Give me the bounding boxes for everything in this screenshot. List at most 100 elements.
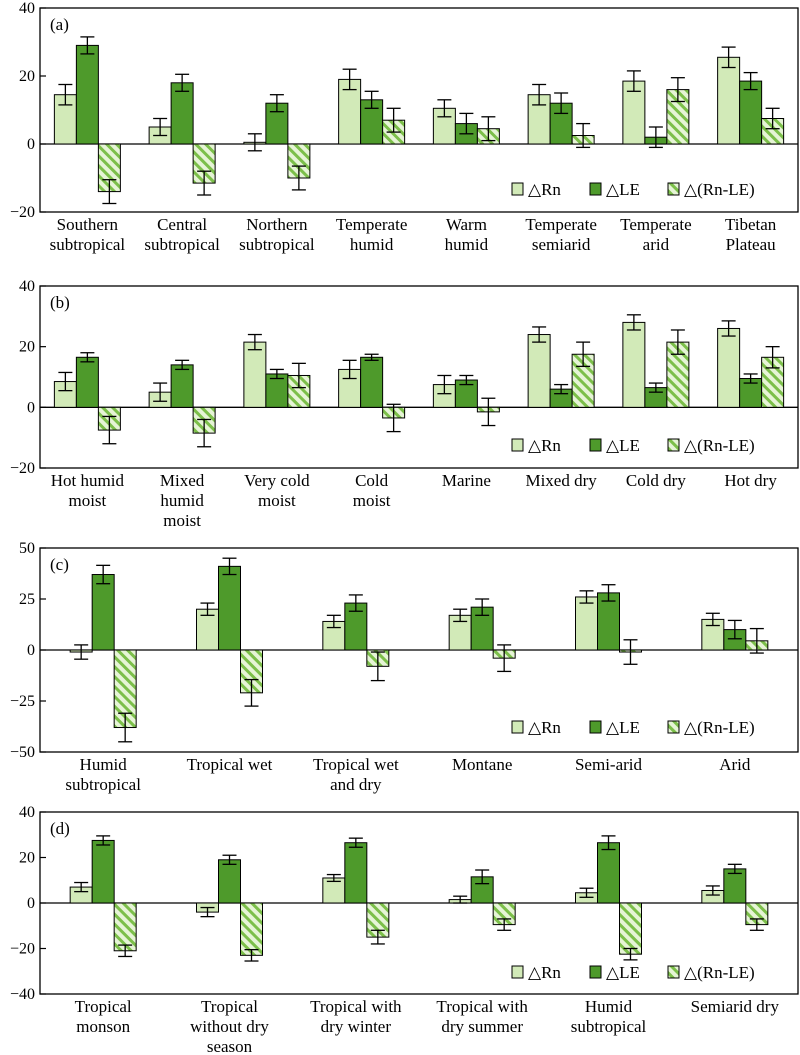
category-label-line: Tropical with: [310, 997, 402, 1016]
bar: [75, 44, 99, 145]
chart-panel: −50 −25 0 25 50 (c) Humid subtropical Tropical w…: [10, 540, 799, 794]
panel-label: (b): [50, 293, 70, 312]
legend-swatch: [667, 720, 680, 734]
category-label-line: Semi-arid: [575, 755, 643, 774]
category-label: Tropical monson: [75, 997, 132, 1036]
category-label: Arid: [719, 755, 751, 774]
category-label-line: Cold dry: [626, 471, 686, 490]
category-label-line: Tropical with: [436, 997, 528, 1016]
category-label-line: Tibetan: [725, 215, 777, 234]
y-tick-label: 40: [19, 278, 35, 295]
category-label-line: Montane: [452, 755, 512, 774]
category-label: Mixed humid moist: [160, 471, 205, 530]
legend: △Rn △LE △(Rn-LE): [511, 963, 755, 982]
panel-label: (a): [50, 15, 69, 34]
category-label: Mixed dry: [525, 471, 597, 490]
legend-label: △Rn: [528, 180, 561, 199]
category-label-line: subtropical: [144, 235, 220, 254]
legend-swatch: [667, 438, 680, 452]
category-label-line: Humid: [80, 755, 128, 774]
bar: [240, 902, 263, 956]
bar: [218, 565, 241, 651]
bar: [527, 334, 551, 408]
y-tick-label: 0: [27, 399, 35, 416]
y-tick-label: 50: [19, 540, 35, 557]
category-label-line: semiarid: [532, 235, 591, 254]
category-label: Tropical wet and dry: [313, 755, 399, 794]
category-label-line: Northern: [246, 215, 308, 234]
y-tick-label: 0: [27, 642, 35, 659]
bar: [113, 902, 137, 952]
bar: [597, 842, 620, 904]
category-label-line: Tropical wet: [313, 755, 399, 774]
category-label: Hot dry: [724, 471, 777, 490]
category-label-line: moist: [163, 511, 201, 530]
category-label-line: subtropical: [65, 775, 141, 794]
category-label-line: dry winter: [321, 1017, 392, 1036]
y-tick-label: 0: [27, 895, 35, 912]
bar: [75, 356, 99, 408]
y-tick-label: −20: [10, 204, 35, 221]
category-label: Cold moist: [353, 471, 391, 510]
category-label-line: Southern: [57, 215, 119, 234]
panel-label: (d): [50, 819, 70, 838]
y-tick-label: 20: [19, 850, 35, 867]
category-label: Temperate semiarid: [525, 215, 597, 254]
category-label-line: Tropical wet: [187, 755, 273, 774]
category-label: Very cold moist: [244, 471, 310, 510]
category-label: Tropical without dry season: [190, 997, 269, 1055]
bar: [91, 574, 115, 651]
category-label: Humid subtropical: [65, 755, 141, 794]
category-label-line: humid: [160, 491, 204, 510]
plot-frame: [39, 285, 799, 469]
category-label: Tropical wet: [187, 755, 273, 774]
bar: [622, 321, 646, 408]
category-label: Hot humid moist: [51, 471, 125, 510]
category-label: Humid subtropical: [571, 997, 647, 1036]
legend-swatch: [589, 438, 602, 452]
bar: [739, 80, 763, 145]
category-label-line: Cold: [355, 471, 389, 490]
category-label-line: Central: [157, 215, 207, 234]
legend-label: △LE: [606, 180, 640, 199]
category-label-line: arid: [643, 235, 670, 254]
bar: [344, 842, 368, 904]
category-label-line: Hot dry: [724, 471, 777, 490]
legend-swatch: [589, 720, 602, 734]
category-label-line: without dry: [190, 1017, 269, 1036]
bar: [360, 356, 384, 408]
category-label: Southern subtropical: [50, 215, 126, 254]
y-tick-label: −20: [10, 460, 35, 477]
plot-frame: [39, 7, 799, 213]
category-label-line: moist: [353, 491, 391, 510]
y-tick-label: 20: [19, 339, 35, 356]
category-label-line: Tropical: [75, 997, 132, 1016]
category-label-line: Arid: [719, 755, 751, 774]
legend: △Rn △LE △(Rn-LE): [511, 180, 755, 199]
legend-swatch: [589, 965, 602, 979]
category-label: Central subtropical: [144, 215, 220, 254]
category-label-line: Marine: [442, 471, 491, 490]
legend-swatch: [667, 965, 680, 979]
category-label-line: Warm: [446, 215, 487, 234]
category-label-line: humid: [445, 235, 489, 254]
category-label-line: Temperate: [525, 215, 597, 234]
y-tick-label: −50: [10, 744, 35, 761]
category-label-line: monson: [76, 1017, 130, 1036]
bar: [243, 341, 267, 408]
y-tick-label: 0: [27, 136, 35, 153]
category-label-line: Mixed: [160, 471, 205, 490]
category-label-line: Temperate: [336, 215, 408, 234]
category-label: Montane: [452, 755, 512, 774]
y-tick-label: 25: [19, 591, 35, 608]
category-label: Temperate humid: [336, 215, 408, 254]
legend-swatch: [511, 720, 524, 734]
legend-label: △LE: [606, 963, 640, 982]
category-label-line: season: [207, 1037, 253, 1055]
y-tick-label: 20: [19, 68, 35, 85]
legend-label: △(Rn-LE): [684, 180, 755, 199]
